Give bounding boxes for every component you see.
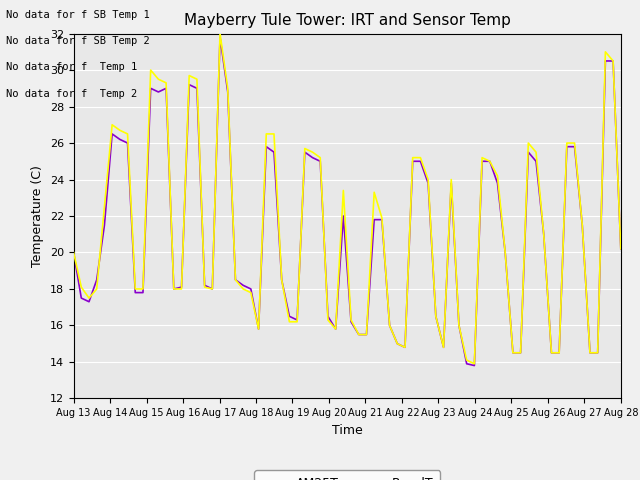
Y-axis label: Temperature (C): Temperature (C) xyxy=(31,165,44,267)
Text: No data for f  Temp 1: No data for f Temp 1 xyxy=(6,62,138,72)
AM25T xyxy=(216,35,224,40)
Title: Mayberry Tule Tower: IRT and Sensor Temp: Mayberry Tule Tower: IRT and Sensor Temp xyxy=(184,13,511,28)
Text: No data for f  Temp 2: No data for f Temp 2 xyxy=(6,89,138,99)
Text: No data for f SB Temp 1: No data for f SB Temp 1 xyxy=(6,10,150,20)
AM25T xyxy=(617,246,625,252)
PanelT xyxy=(147,67,154,73)
AM25T xyxy=(262,144,270,150)
PanelT xyxy=(216,31,224,36)
PanelT xyxy=(617,246,625,252)
X-axis label: Time: Time xyxy=(332,424,363,437)
PanelT xyxy=(424,177,432,182)
PanelT xyxy=(262,131,270,137)
Legend: AM25T, PanelT: AM25T, PanelT xyxy=(254,470,440,480)
PanelT xyxy=(447,177,455,182)
AM25T xyxy=(70,250,77,255)
PanelT xyxy=(586,350,594,356)
AM25T xyxy=(386,323,394,328)
Text: No data for f SB Temp 2: No data for f SB Temp 2 xyxy=(6,36,150,46)
Line: AM25T: AM25T xyxy=(74,37,621,366)
PanelT xyxy=(386,323,394,328)
AM25T xyxy=(447,180,455,186)
PanelT xyxy=(470,361,478,367)
AM25T xyxy=(147,85,154,91)
PanelT xyxy=(70,250,77,255)
AM25T xyxy=(586,350,594,356)
AM25T xyxy=(424,180,432,186)
Line: PanelT: PanelT xyxy=(74,34,621,364)
AM25T xyxy=(470,363,478,369)
